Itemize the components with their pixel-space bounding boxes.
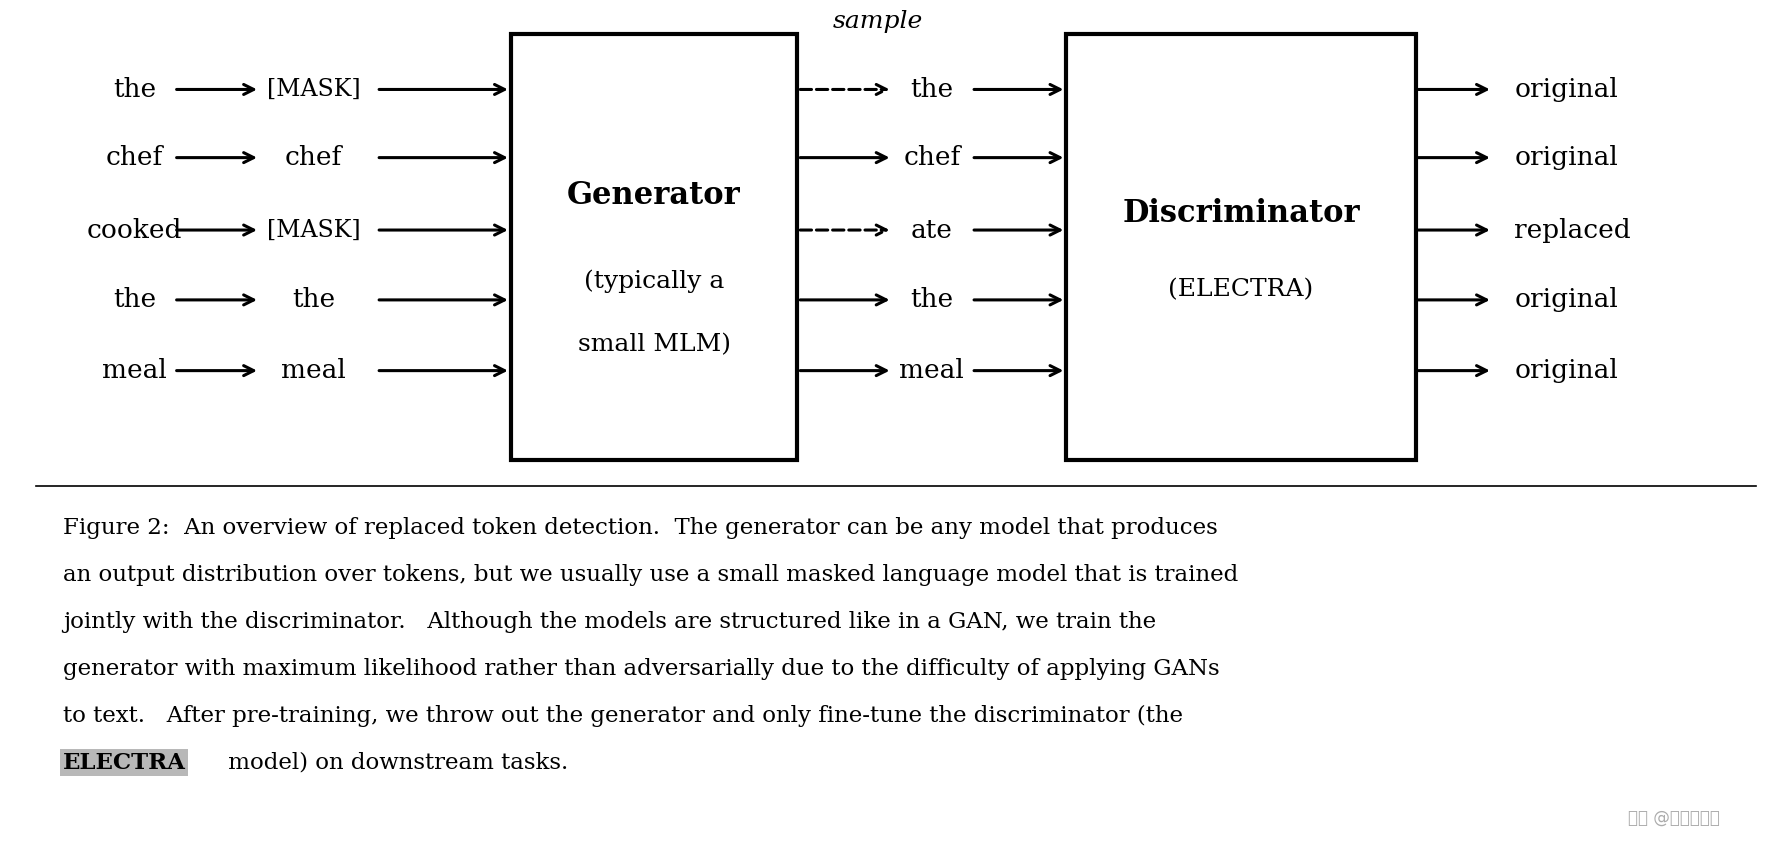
Text: the: the (910, 287, 953, 313)
Bar (1066, 34, 1416, 460)
Text: the: the (113, 287, 156, 313)
Text: the: the (113, 77, 156, 102)
Text: meal: meal (900, 358, 964, 383)
Text: chef: chef (285, 145, 342, 170)
Text: meal: meal (102, 358, 167, 383)
Text: meal: meal (281, 358, 346, 383)
Text: small MLM): small MLM) (577, 334, 731, 356)
Text: replaced: replaced (1514, 217, 1631, 243)
Text: cooked: cooked (86, 217, 183, 243)
Text: Generator: Generator (568, 181, 740, 211)
Text: 知乎 @管他叫大靖: 知乎 @管他叫大靖 (1629, 809, 1720, 827)
Text: generator with maximum likelihood rather than adversarially due to the difficult: generator with maximum likelihood rather… (63, 658, 1219, 680)
Text: chef: chef (106, 145, 163, 170)
Text: Discriminator: Discriminator (1122, 198, 1360, 228)
Text: original: original (1514, 77, 1618, 102)
Text: original: original (1514, 287, 1618, 313)
Text: model) on downstream tasks.: model) on downstream tasks. (220, 751, 568, 774)
Text: the: the (910, 77, 953, 102)
Text: (typically a: (typically a (584, 269, 724, 293)
Text: original: original (1514, 358, 1618, 383)
Text: chef: chef (903, 145, 961, 170)
Text: [MASK]: [MASK] (267, 78, 360, 101)
Text: ELECTRA: ELECTRA (63, 751, 186, 774)
Text: ate: ate (910, 217, 953, 243)
Text: an output distribution over tokens, but we usually use a small masked language m: an output distribution over tokens, but … (63, 564, 1238, 586)
Bar (511, 34, 797, 460)
Text: Figure 2:  An overview of replaced token detection.  The generator can be any mo: Figure 2: An overview of replaced token … (63, 517, 1217, 539)
Text: to text.   After pre-training, we throw out the generator and only fine-tune the: to text. After pre-training, we throw ou… (63, 705, 1183, 727)
Text: jointly with the discriminator.   Although the models are structured like in a G: jointly with the discriminator. Although… (63, 611, 1156, 633)
Text: [MASK]: [MASK] (267, 219, 360, 241)
Text: the: the (292, 287, 335, 313)
Text: original: original (1514, 145, 1618, 170)
Text: (ELECTRA): (ELECTRA) (1168, 279, 1314, 301)
Text: sample: sample (833, 10, 923, 32)
